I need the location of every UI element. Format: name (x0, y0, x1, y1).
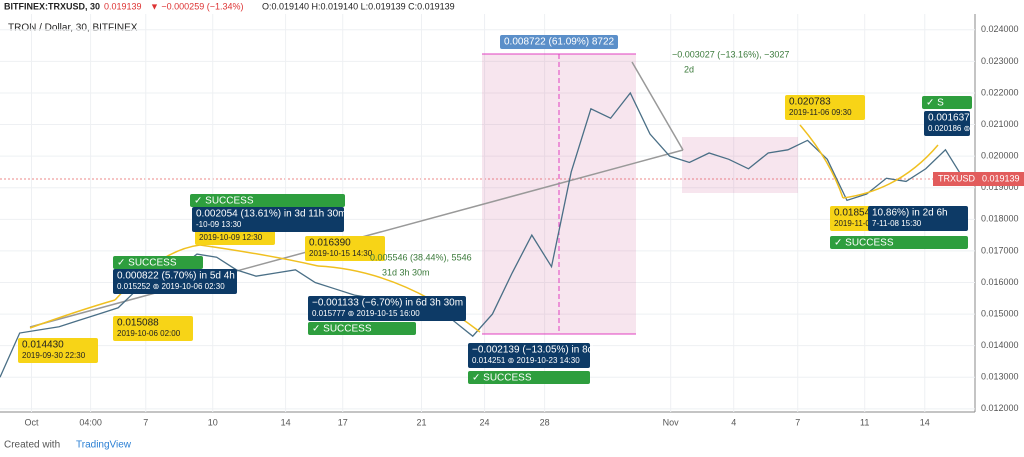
symbol: BITFINEX:TRXUSD, 30 (4, 1, 100, 11)
y-tick-label: 0.013000 (981, 372, 1019, 382)
x-tick-label: Nov (663, 417, 680, 427)
pattern-curve (799, 124, 844, 199)
y-tick-label: 0.021000 (981, 119, 1019, 129)
y-tick-label: 0.018000 (981, 214, 1019, 224)
pattern-curve (842, 144, 939, 199)
measure-note: −0.001133 (−6.70%) in 6d 3h 30m (312, 298, 463, 309)
change: ▼ −0.000259 (−1.34%) (150, 1, 243, 11)
measure-note: 0.000822 (5.70%) in 5d 4h (117, 271, 235, 282)
measure-note: 10.86%) in 2d 6h (872, 208, 948, 219)
measure-note: 0.015777 ⊚ 2019-10-15 16:00 (312, 309, 420, 318)
footer-created: Created with (4, 440, 60, 451)
x-tick-label: 11 (860, 417, 869, 427)
measure-note: 0.014251 ⊚ 2019-10-23 14:30 (472, 356, 580, 365)
x-tick-label: 28 (540, 417, 550, 427)
x-tick-label: 7 (795, 417, 800, 427)
x-tick-label: Oct (25, 417, 40, 427)
success-note: ✓ SUCCESS (117, 258, 177, 269)
price-note: 0.015088 (117, 318, 159, 329)
measure-note: 7-11-08 15:30 (872, 219, 922, 228)
success-note: ✓ SUCCESS (472, 373, 532, 384)
y-tick-label: 0.016000 (981, 277, 1019, 287)
measure-note-box (868, 206, 968, 231)
y-tick-label: 0.023000 (981, 56, 1019, 66)
success-note: ✓ SUCCESS (194, 196, 254, 207)
y-tick-label: 0.022000 (981, 87, 1019, 97)
success-note: ✓ SUCCESS (312, 324, 372, 335)
price-note-box (785, 95, 865, 120)
trend-line (631, 61, 684, 151)
measure-note-box (308, 296, 466, 321)
x-tick-label: 24 (480, 417, 490, 427)
price-note: 2019-09-30 22:30 (22, 351, 86, 360)
range-label-box (500, 35, 618, 49)
x-tick-label: 21 (417, 417, 427, 427)
price-tag-name: TRXUSD (938, 173, 976, 183)
x-tick-label: 04:00 (79, 417, 102, 427)
x-tick-label: 14 (281, 417, 291, 427)
range-text: 2d (684, 64, 694, 74)
range-text: 31d 3h 30m (382, 267, 430, 277)
y-tick-label: 0.017000 (981, 245, 1019, 255)
price-tag-value: 0.019139 (982, 173, 1020, 183)
y-tick-label: 0.015000 (981, 308, 1019, 318)
y-tick-label: 0.014000 (981, 340, 1019, 350)
y-tick-label: 0.024000 (981, 24, 1019, 34)
measure-note: −0.002139 (−13.05%) in 8d (472, 345, 593, 356)
measure-note-box (113, 269, 237, 294)
footer-brand: TradingView (76, 440, 132, 451)
price-note-box (113, 316, 193, 341)
success-note-box (922, 96, 972, 109)
success-note-box (468, 371, 590, 384)
measure-note-box (468, 343, 590, 368)
x-tick-label: 17 (338, 417, 348, 427)
measure-note-box (192, 207, 344, 232)
x-tick-label: 7 (143, 417, 148, 427)
price-note: 0.020783 (789, 97, 831, 108)
subtitle: TRON / Dollar, 30, BITFINEX (8, 23, 138, 34)
price-note: 0.016390 (309, 238, 351, 249)
price-note: 2019-11-06 09:30 (789, 108, 852, 117)
success-note-box (308, 322, 416, 335)
y-tick-label: 0.019000 (981, 182, 1019, 192)
measure-note: 0.001637 (928, 113, 970, 124)
success-note: ✓ SUCCESS (834, 238, 894, 249)
range-text: 0.005546 (38.44%), 5546 (370, 252, 472, 262)
success-note: ✓ S (926, 98, 944, 109)
price-note: 2019-10-15 14:30 (309, 249, 373, 258)
pattern-curve (29, 299, 116, 329)
x-tick-label: 14 (920, 417, 930, 427)
price-note: 2019-10-06 02:00 (117, 329, 181, 338)
x-tick-label: 10 (208, 417, 218, 427)
measure-note-box (924, 111, 970, 136)
range-text: −0.003027 (−13.16%), −3027 (672, 49, 789, 59)
success-note-box (113, 256, 203, 269)
success-note-box (190, 194, 345, 207)
price-note: 2019-10-09 12:30 (199, 233, 263, 242)
price-note: 2019-11-08 14:30 (834, 219, 897, 228)
success-note-box (830, 236, 968, 249)
measure-note: -10-09 13:30 (196, 220, 242, 229)
price-note-box (18, 338, 98, 363)
measure-note: 0.020186 ⊚ (928, 124, 970, 133)
last-price: 0.019139 (104, 1, 142, 11)
price-note: 0.018549 (834, 208, 876, 219)
x-tick-label: 4 (731, 417, 736, 427)
measure-note: 0.002054 (13.61%) in 3d 11h 30m (196, 209, 346, 220)
price-tag-box (933, 172, 1024, 186)
ohlc: O:0.019140 H:0.019140 L:0.019139 C:0.019… (262, 1, 455, 11)
price-note: 0.014430 (22, 340, 64, 351)
y-tick-label: 0.012000 (981, 403, 1019, 413)
y-tick-label: 0.020000 (981, 151, 1019, 161)
measure-note: 0.015252 ⊚ 2019-10-06 02:30 (117, 282, 225, 291)
pattern-curve (199, 244, 319, 267)
range-label: 0.008722 (61.09%) 8722 (504, 37, 615, 48)
price-note-box (305, 236, 385, 261)
